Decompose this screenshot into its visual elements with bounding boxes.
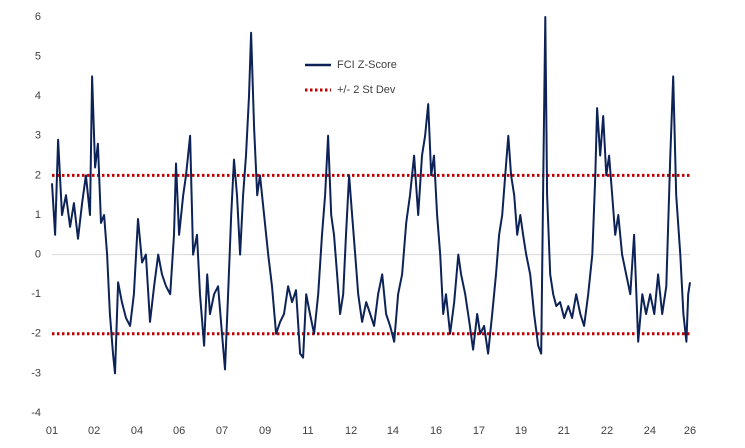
y-tick-label: 5: [35, 51, 41, 63]
y-tick-label: 6: [35, 11, 41, 23]
x-tick-label: 07: [216, 425, 228, 437]
y-tick-label: 1: [35, 209, 41, 221]
y-tick-label: 4: [35, 90, 41, 102]
x-tick-label: 21: [558, 425, 570, 437]
y-tick-label: -2: [31, 328, 41, 340]
x-tick-label: 06: [173, 425, 185, 437]
legend-label: +/- 2 St Dev: [337, 84, 396, 96]
x-tick-label: 02: [88, 425, 100, 437]
x-tick-label: 22: [601, 425, 613, 437]
y-tick-label: 0: [35, 249, 41, 261]
x-tick-label: 12: [345, 425, 357, 437]
x-tick-label: 19: [515, 425, 527, 437]
x-tick-label: 11: [302, 425, 313, 437]
x-tick-label: 24: [644, 425, 656, 437]
y-tick-label: 2: [35, 169, 41, 181]
legend-label: FCI Z-Score: [337, 59, 397, 71]
x-tick-label: 01: [46, 425, 58, 437]
y-tick-label: 3: [35, 130, 41, 142]
x-tick-label: 26: [684, 425, 696, 437]
x-tick-label: 16: [430, 425, 442, 437]
series-line: [51, 16, 691, 375]
x-tick-label: 14: [387, 425, 399, 437]
x-tick-label: 04: [131, 425, 143, 437]
x-tick-label: 17: [473, 425, 485, 437]
y-tick-label: -1: [31, 288, 41, 300]
y-tick-label: -3: [31, 367, 41, 379]
y-tick-label: -4: [31, 407, 41, 419]
x-tick-label: 09: [259, 425, 271, 437]
